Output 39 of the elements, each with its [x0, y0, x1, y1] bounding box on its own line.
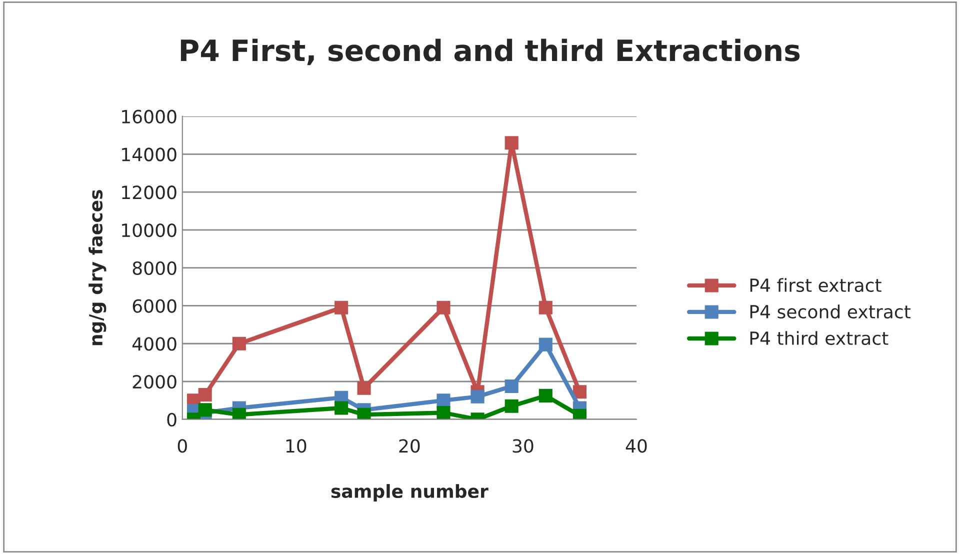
- chart-title: P4 First, second and third Extractions: [180, 38, 800, 66]
- y-tick-label: 0: [167, 412, 176, 426]
- point: [538, 338, 552, 352]
- point: [232, 336, 246, 350]
- x-tick-label: 0: [178, 439, 187, 453]
- x-tick-label: 20: [399, 439, 420, 453]
- point: [357, 408, 371, 420]
- x-axis-title: sample number: [331, 484, 488, 502]
- y-tick-label: 16000: [122, 110, 176, 124]
- point: [436, 406, 450, 420]
- point: [357, 381, 371, 395]
- point: [538, 388, 552, 402]
- y-tick-label: 14000: [122, 148, 176, 162]
- point: [436, 300, 450, 314]
- y-tick-label: 8000: [132, 261, 176, 275]
- point: [504, 136, 518, 150]
- point: [572, 385, 586, 399]
- y-tick-label: 12000: [122, 186, 176, 200]
- point: [334, 300, 348, 314]
- point: [198, 403, 212, 417]
- point: [436, 394, 450, 408]
- legend-label: P4 second extract: [750, 304, 911, 319]
- legend-label: P4 first extract: [750, 278, 882, 292]
- point: [334, 401, 348, 415]
- y-tick-label: 4000: [132, 337, 176, 351]
- point: [198, 388, 212, 402]
- point: [538, 300, 552, 314]
- y-axis-title: ng/g dry faeces: [88, 190, 106, 346]
- x-tick-label: 40: [626, 439, 647, 453]
- x-tick-label: 10: [286, 439, 306, 453]
- y-tick-label: 2000: [132, 374, 176, 389]
- legend-label: P4 third extract: [750, 331, 888, 346]
- y-tick-label: 6000: [132, 299, 176, 313]
- point: [504, 399, 518, 413]
- y-tick-label: 10000: [122, 223, 176, 238]
- point: [470, 390, 484, 404]
- point: [504, 379, 518, 394]
- x-tick-label: 30: [512, 439, 534, 453]
- point: [232, 408, 246, 420]
